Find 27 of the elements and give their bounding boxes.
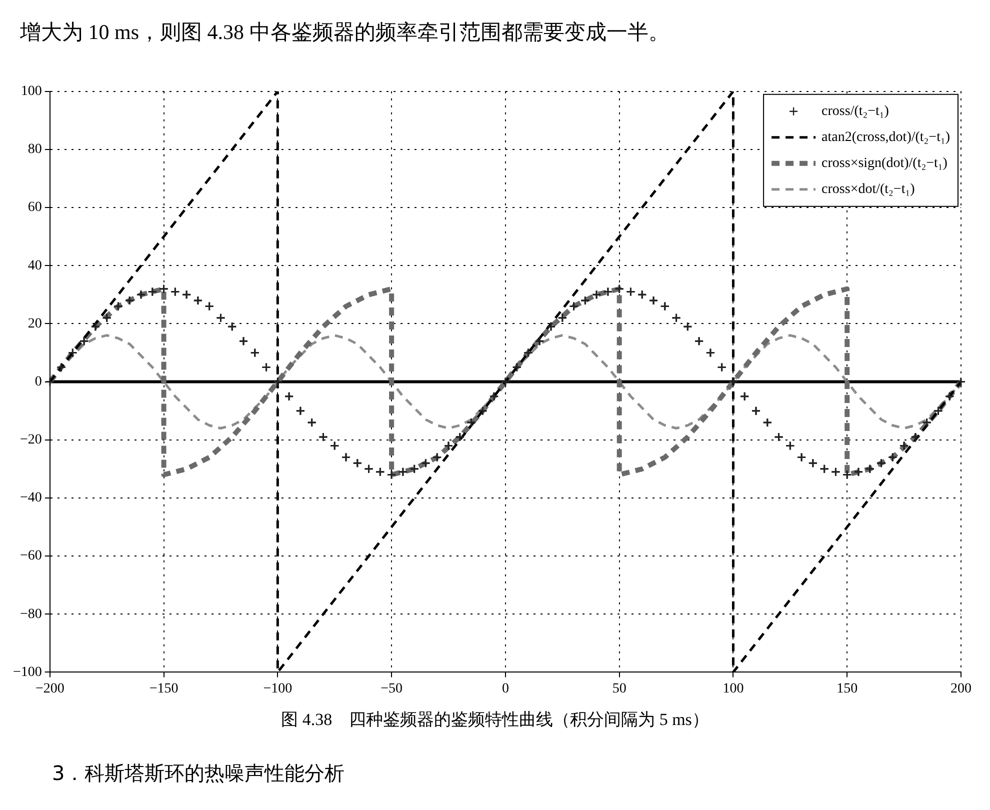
y-tick-label: −20 xyxy=(20,432,42,448)
y-tick-label: −80 xyxy=(20,606,42,622)
y-tick-label: −60 xyxy=(20,548,42,564)
text: 3．科斯塔斯环的热噪声性能分析 xyxy=(52,760,345,787)
y-tick-label: 20 xyxy=(28,316,42,332)
text: 增大为 10 ms，则图 4.38 中各鉴频器的频率牵引范围都需要变成一半。 xyxy=(20,19,670,46)
x-tick-label: −100 xyxy=(263,681,292,696)
x-tick-label: −50 xyxy=(380,681,403,696)
legend-label: cross×dot/(t₂−t₁) xyxy=(822,182,916,198)
legend-label: atan2(cross,dot)/(t₂−t₁) xyxy=(822,130,950,146)
y-tick-label: 80 xyxy=(28,142,42,158)
x-tick-label: 150 xyxy=(836,681,858,696)
legend-label: cross/(t₂−t₁) xyxy=(822,104,890,120)
x-tick-label: 100 xyxy=(722,681,744,696)
text: 图 4.38 四种鉴频器的鉴频特性曲线（积分间隔为 5 ms） xyxy=(280,709,710,731)
x-tick-label: 0 xyxy=(502,681,509,696)
y-tick-label: −100 xyxy=(12,664,42,680)
y-tick-label: 40 xyxy=(28,258,42,274)
y-tick-label: −40 xyxy=(20,490,42,506)
x-tick-label: −200 xyxy=(35,681,64,696)
x-tick-label: −150 xyxy=(149,681,178,696)
x-tick-label: 50 xyxy=(612,681,626,696)
legend-label: cross×sign(dot)/(t₂−t₁) xyxy=(822,156,948,172)
x-tick-label: 200 xyxy=(950,681,972,696)
y-tick-label: 100 xyxy=(20,84,42,100)
y-tick-label: 0 xyxy=(34,374,42,390)
y-tick-label: 60 xyxy=(28,200,42,216)
